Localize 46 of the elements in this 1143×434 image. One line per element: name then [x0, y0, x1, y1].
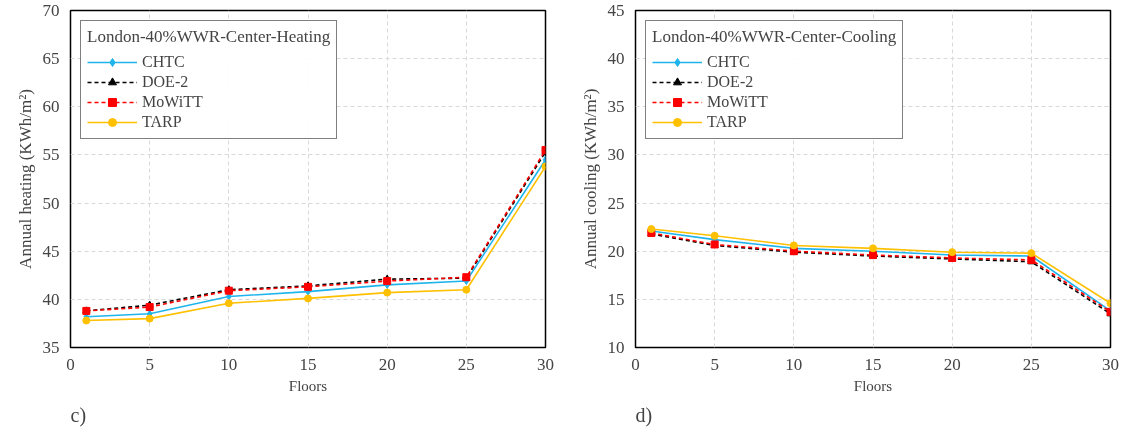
legend-title: London-40%WWR-Center-Cooling	[652, 27, 897, 47]
x-tick-label: 15	[299, 354, 317, 374]
x-axis-title: Floors	[853, 377, 893, 394]
x-tick-label: 10	[220, 354, 238, 374]
legend-label: CHTC	[707, 53, 750, 71]
x-tick-label: 20	[943, 354, 961, 374]
y-tick-label: 40	[607, 49, 625, 69]
legend-title: London-40%WWR-Center-Heating	[87, 27, 331, 47]
legend-label: CHTC	[142, 53, 185, 71]
y-tick-label: 50	[42, 193, 60, 213]
y-tick-label: 35	[42, 338, 60, 357]
y-tick-label: 40	[42, 289, 60, 309]
legend-label: DOE-2	[142, 73, 189, 91]
x-tick-label: 15	[864, 354, 882, 374]
legend-label: MoWiTT	[707, 93, 768, 111]
y-tick-label: 35	[607, 97, 625, 117]
legend-label: MoWiTT	[142, 93, 203, 111]
legend-label: DOE-2	[707, 73, 754, 91]
x-tick-label: 30	[1102, 354, 1119, 374]
x-tick-label: 30	[537, 354, 554, 374]
y-tick-label: 65	[42, 49, 60, 69]
x-tick-label: 25	[457, 354, 475, 374]
y-axis-title: Annual cooling (KWh/m²)	[580, 88, 600, 270]
y-tick-label: 30	[607, 145, 625, 165]
y-tick-label: 15	[607, 289, 625, 309]
x-tick-label: 5	[145, 354, 154, 374]
y-axis-title: Annual heating (KWh/m²)	[15, 89, 35, 269]
text: d)	[635, 403, 653, 427]
y-tick-label: 45	[42, 241, 60, 261]
y-tick-label: 20	[607, 241, 625, 261]
x-tick-label: 25	[1022, 354, 1040, 374]
x-tick-label: 5	[710, 354, 719, 374]
y-tick-label: 45	[607, 1, 625, 20]
x-tick-label: 20	[378, 354, 396, 374]
legend-label: TARP	[707, 113, 747, 131]
x-tick-label: 0	[66, 354, 75, 374]
x-tick-label: 0	[631, 354, 640, 374]
y-tick-label: 25	[607, 193, 625, 213]
y-tick-label: 70	[42, 1, 60, 20]
y-tick-label: 10	[607, 338, 625, 357]
x-tick-label: 10	[785, 354, 803, 374]
x-axis-title: Floors	[288, 377, 328, 394]
y-tick-label: 60	[42, 97, 60, 117]
text: c)	[70, 403, 87, 427]
legend-label: TARP	[142, 113, 182, 131]
y-tick-label: 55	[42, 145, 60, 165]
